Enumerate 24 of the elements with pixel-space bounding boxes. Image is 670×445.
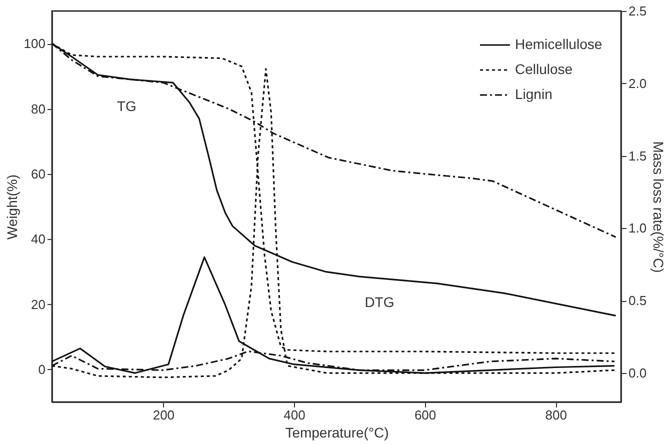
y-axis-title: Weight(%) [4, 174, 20, 240]
x-tick-label: 200 [152, 408, 175, 422]
y2-tick-label: 2.0 [628, 76, 647, 91]
x-axis-title: Temperature(°C) [285, 424, 389, 440]
y2-axis-title: Mass loss rate(%/°C) [650, 141, 667, 273]
y2-tick-label: 0.0 [628, 366, 647, 381]
y-tick-label: 40 [31, 232, 46, 247]
annotation: DTG [364, 294, 394, 310]
y-tick-label: 0 [38, 362, 46, 377]
x-tick-label: 400 [284, 408, 306, 422]
y2-tick-label: 2.5 [628, 4, 647, 18]
legend-label: Hemicellulose [515, 36, 602, 52]
y-tick-label: 60 [31, 166, 46, 182]
y-tick-label: 80 [31, 101, 46, 116]
y2-tick-label: 1.0 [628, 220, 647, 236]
x-tick-label: 600 [414, 408, 436, 422]
y2-tick-label: 1.5 [628, 148, 647, 164]
legend-label: Lignin [515, 86, 552, 102]
annotation: TG [116, 98, 136, 114]
y2-tick-label: 0.5 [628, 293, 647, 308]
legend-label: Cellulose [515, 61, 573, 77]
y-tick-label: 100 [24, 36, 46, 52]
y-tick-label: 20 [31, 296, 46, 312]
x-tick-label: 800 [545, 408, 567, 422]
